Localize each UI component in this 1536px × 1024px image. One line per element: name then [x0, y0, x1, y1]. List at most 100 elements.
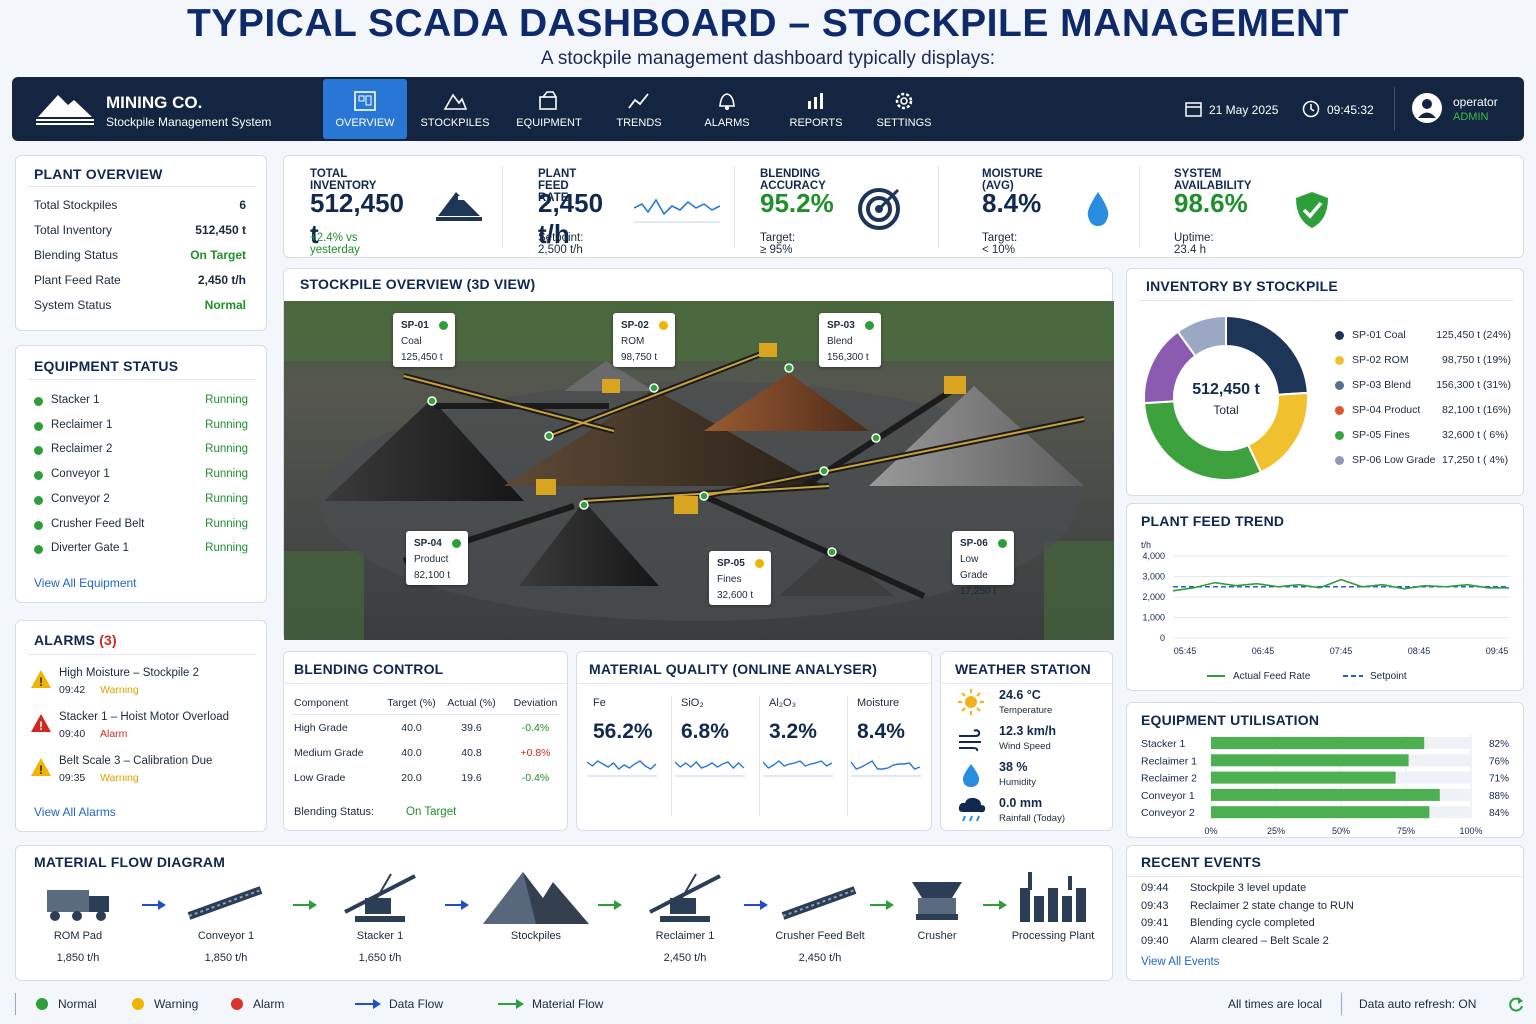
tab-alarms[interactable]: ALARMS	[685, 79, 769, 139]
table-cell: 40.8	[461, 747, 482, 759]
equipment-name: Conveyor 2	[51, 492, 110, 505]
feed-trend-title: PLANT FEED TREND	[1141, 513, 1285, 529]
table-header: Target (%)	[387, 697, 436, 709]
legend-qty: 125,450 t	[1436, 329, 1480, 341]
stockpile-id: SP-01	[401, 320, 429, 331]
flow-node-5[interactable]: Crusher Feed Belt 2,450 t/h	[765, 868, 875, 964]
equipment-label: Stacker 1	[1141, 738, 1186, 750]
stockpile-tag[interactable]: SP-02 ROM 98,750 t	[613, 313, 675, 367]
kpi-sub: Target: ≥ 95%	[760, 232, 796, 256]
stockpile-qty: 82,100 t	[414, 570, 451, 581]
legend-material-flow: Material Flow	[532, 997, 604, 1011]
quality-value: 8.4%	[857, 720, 905, 743]
arrow-head	[461, 900, 469, 910]
overview-label: Plant Feed Rate	[34, 273, 121, 287]
flow-node-2[interactable]: Stacker 1 1,650 t/h	[325, 868, 435, 964]
tab-stockpiles-label: STOCKPILES	[420, 117, 490, 129]
table-cell: +0.8%	[520, 747, 551, 759]
flow-node-7[interactable]: Processing Plant	[998, 868, 1108, 942]
user-role: ADMIN	[1453, 111, 1489, 123]
tab-reports[interactable]: REPORTS	[774, 79, 858, 139]
inventory-title: INVENTORY BY STOCKPILE	[1146, 278, 1338, 294]
current-date: 21 May 2025	[1209, 103, 1279, 117]
machine-body	[365, 898, 391, 914]
flow-node-0[interactable]: ROM Pad 1,850 t/h	[23, 868, 133, 964]
alarm-time: 09:35	[59, 772, 86, 784]
quality-name: SiO₂	[681, 697, 704, 709]
events-title: RECENT EVENTS	[1141, 854, 1262, 870]
event-text: Stockpile 3 level update	[1190, 882, 1307, 894]
table-header: Component	[294, 697, 349, 709]
equipment-label: Reclaimer 2	[1141, 773, 1197, 785]
base	[916, 914, 958, 920]
alarm-time: 09:40	[59, 728, 86, 740]
flow-node-name: Stockpiles	[510, 930, 562, 942]
view-all-events-link[interactable]: View All Events	[1141, 956, 1220, 968]
stockpile-tag[interactable]: SP-04 Product 82,100 t	[406, 531, 468, 585]
flow-node-3[interactable]: Stockpiles	[481, 868, 591, 942]
view-all-alarms-link[interactable]: View All Alarms	[34, 805, 116, 819]
plant-building	[1020, 888, 1030, 922]
kpi-value: 8.4%	[982, 188, 1042, 218]
avatar[interactable]	[1412, 93, 1442, 123]
quality-value: 56.2%	[593, 720, 653, 743]
stockpile-qty: 17,250 t	[960, 586, 997, 597]
weather-value: 12.3 km/h	[999, 724, 1056, 738]
y-tick-label: 2,000	[1142, 592, 1165, 602]
utilisation-bar	[1211, 771, 1396, 784]
flow-node-1[interactable]: Conveyor 1 1,850 t/h	[171, 868, 281, 964]
quality-value: 6.8%	[681, 720, 729, 743]
stockpile-id: SP-03	[827, 320, 855, 331]
tab-stockpiles[interactable]: STOCKPILES	[413, 79, 497, 139]
alarm-text[interactable]: High Moisture – Stockpile 2	[59, 667, 199, 679]
hopper	[912, 882, 962, 898]
alarm-triangle-icon: !	[31, 714, 51, 733]
calendar-icon	[1185, 102, 1202, 117]
stockpile-tag[interactable]: SP-06 Low Grade 17,250 t	[952, 531, 1014, 597]
tab-overview[interactable]: OVERVIEW	[323, 79, 407, 139]
alarm-text[interactable]: Stacker 1 – Hoist Motor Overload	[59, 711, 230, 723]
equipment-state: Running	[205, 542, 248, 555]
tab-trends[interactable]: TRENDS	[597, 79, 681, 139]
belt-rollers	[188, 889, 262, 917]
table-header-divider	[292, 714, 560, 715]
wind-icon	[959, 729, 981, 752]
refresh-icon[interactable]	[1508, 996, 1524, 1012]
kpi-label: TOTAL INVENTORY	[310, 168, 377, 192]
weather-value: 0.0 mm	[999, 796, 1043, 810]
view-all-equipment-link[interactable]: View All Equipment	[34, 576, 137, 590]
stockpile-tag[interactable]: SP-03 Blend 156,300 t	[819, 313, 881, 367]
stockpile-tag[interactable]: SP-01 Coal 125,450 t	[393, 313, 455, 367]
kpi-sub: Target: < 10%	[982, 232, 1018, 256]
x-tick-label: 05:45	[1174, 646, 1197, 656]
y-tick-label: 0	[1160, 633, 1165, 643]
legend-qty: 32,600 t	[1442, 429, 1480, 441]
weather-station-panel: WEATHER STATION 24.6 °C Temperature 12.3 k…	[940, 651, 1114, 831]
page-title: TYPICAL SCADA DASHBOARD – STOCKPILE MANA…	[186, 2, 1350, 45]
x-tick-label: 100%	[1459, 826, 1482, 836]
wheel	[96, 911, 106, 921]
x-tick-label: 06:45	[1252, 646, 1275, 656]
material-flow-arrow-icon	[498, 999, 524, 1009]
flow-node-4[interactable]: Reclaimer 1 2,450 t/h	[630, 868, 740, 964]
event-text: Blending cycle completed	[1190, 917, 1315, 929]
actual-feed-line	[1172, 578, 1509, 592]
table-cell: 19.6	[461, 772, 482, 784]
x-tick-label: 09:45	[1486, 646, 1509, 656]
legend-name: SP-02 ROM	[1352, 354, 1409, 366]
overview-label: Blending Status	[34, 248, 119, 262]
inventory-total-label: Total	[1213, 403, 1239, 417]
status-dot-icon	[998, 539, 1007, 548]
plant-building	[1062, 896, 1072, 922]
alarm-text[interactable]: Belt Scale 3 – Calibration Due	[59, 755, 213, 767]
mast	[681, 873, 697, 899]
stockpile-qty: 125,450 t	[401, 352, 443, 363]
equipment-icon	[539, 91, 557, 110]
legend-pct: (19%)	[1483, 354, 1512, 366]
flow-node-6[interactable]: Crusher	[882, 868, 992, 942]
stockpile-tag[interactable]: SP-05 Fines 32,600 t	[709, 551, 771, 605]
status-dot-icon	[439, 321, 448, 330]
tab-equipment[interactable]: EQUIPMENT	[507, 79, 591, 139]
tab-settings[interactable]: SETTINGS	[862, 79, 946, 139]
utilisation-bar	[1211, 737, 1425, 749]
